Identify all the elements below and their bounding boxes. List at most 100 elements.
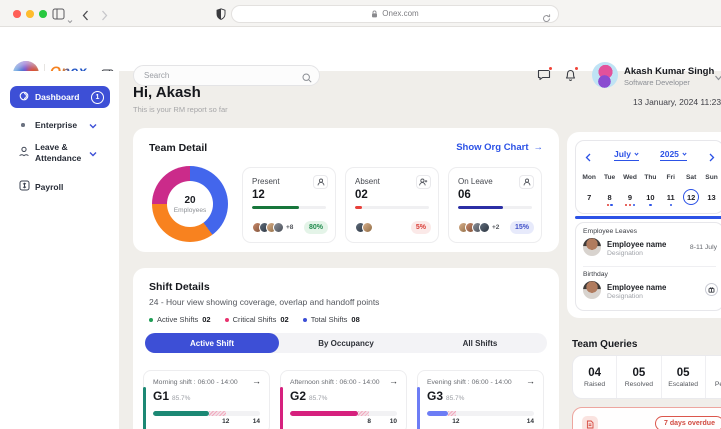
day-header: Fri: [666, 174, 675, 181]
forward-button[interactable]: [101, 8, 108, 26]
celebrate-button[interactable]: [705, 283, 718, 296]
shift-card-g3: Evening shift : 06:00 - 14:00 → G3 85.7% …: [416, 370, 544, 429]
sidebar-item-leave-attendance[interactable]: Leave & Attendance: [0, 141, 120, 165]
progress-hatch: [448, 411, 456, 416]
group-label: G1: [153, 389, 170, 403]
stat-value: 05: [632, 366, 646, 379]
date-cell[interactable]: 8: [599, 188, 619, 212]
person-plus-icon[interactable]: [416, 175, 431, 189]
arrow-right-icon[interactable]: →: [389, 376, 398, 386]
accent-divider: [575, 216, 721, 219]
employee-count: 20: [184, 194, 196, 206]
leaves-title: Employee Leaves: [583, 228, 638, 235]
sidebar-item-enterprise[interactable]: Enterprise: [0, 118, 120, 132]
overdue-alert-card: 7 days overdue: [572, 407, 721, 429]
progress-track: [355, 206, 429, 209]
donut-center: 20 Employees: [167, 181, 213, 227]
calendar-prev-button[interactable]: [585, 149, 591, 167]
percent-badge: 80%: [303, 221, 328, 234]
sidebar-item-label: Payroll: [35, 181, 64, 192]
chevron-down-icon[interactable]: [67, 11, 73, 29]
section-subtitle: 24 - Hour view showing coverage, overlap…: [149, 297, 380, 307]
tick-label: 14: [252, 418, 260, 425]
date-cell-selected[interactable]: 12: [681, 188, 701, 212]
refresh-icon[interactable]: [542, 10, 551, 28]
notifications-button[interactable]: [564, 66, 579, 87]
tick-label: 12: [452, 418, 460, 425]
arrow-right-icon[interactable]: →: [526, 376, 535, 386]
day-header: Mon: [582, 174, 596, 181]
date-cell[interactable]: 9: [620, 188, 640, 212]
year-label: 2025: [660, 149, 679, 159]
arrow-right-icon[interactable]: →: [252, 376, 261, 386]
legend-dot: [224, 317, 229, 322]
datetime: 13 January, 2024 11:23: [633, 97, 721, 107]
group-label: G2: [290, 389, 307, 403]
minimize-window-button[interactable]: [26, 10, 34, 18]
tab-active-shift[interactable]: Active Shift: [145, 333, 279, 353]
show-org-chart-link[interactable]: Show Org Chart →: [456, 142, 543, 153]
app-header: Onex SOFTWARE Akash Kumar Singh Software…: [0, 27, 721, 88]
date-number: 11: [666, 193, 675, 202]
shift-ticks: 8 10: [290, 418, 397, 427]
tick-label: 10: [389, 418, 397, 425]
divider: [583, 266, 716, 267]
date-cell[interactable]: 10: [640, 188, 660, 212]
date-cell[interactable]: 11: [661, 188, 681, 212]
stat-title: Absent: [355, 177, 380, 186]
stat-footer: +2 15%: [458, 221, 534, 234]
tick-label: 8: [367, 418, 371, 425]
group-percent: 85.7%: [172, 395, 191, 402]
back-button[interactable]: [82, 8, 89, 26]
shift-name: Evening shift : 06:00 - 14:00: [427, 379, 512, 386]
progress-fill: [355, 206, 362, 209]
more-count: +8: [286, 224, 294, 231]
close-window-button[interactable]: [13, 10, 21, 18]
date-cell[interactable]: 13: [701, 188, 721, 212]
search-input[interactable]: [133, 65, 320, 86]
group-percent: 85.7%: [446, 395, 465, 402]
tab-all-shifts[interactable]: All Shifts: [462, 338, 498, 348]
enterprise-icon: [21, 123, 25, 127]
shift-tabs: Active Shift By Occupancy All Shifts: [145, 333, 547, 353]
maximize-window-button[interactable]: [39, 10, 47, 18]
progress-track: [252, 206, 326, 209]
sidebar-toggle-icon[interactable]: [52, 7, 65, 25]
more-count: +2: [492, 224, 500, 231]
privacy-shield-icon[interactable]: [216, 7, 226, 25]
stat-label: Escalated: [668, 380, 699, 388]
stat-footer: +8 80%: [252, 221, 328, 234]
month-dropdown[interactable]: July: [614, 149, 640, 161]
people-panel: Employee Leaves Employee name Designatio…: [575, 222, 721, 311]
employee-name[interactable]: Employee name: [607, 283, 667, 292]
stat-value: 12: [252, 189, 265, 201]
person-icon[interactable]: [313, 175, 328, 189]
group-percent: 85.7%: [309, 395, 328, 402]
legend-label: Active Shifts: [157, 315, 199, 324]
person-clock-icon[interactable]: [519, 175, 534, 189]
shift-progress: [153, 411, 260, 416]
address-bar[interactable]: Onex.com: [231, 4, 559, 23]
legend-item: Critical Shifts 02: [224, 315, 289, 324]
stat-value: 06: [458, 189, 471, 201]
overdue-badge[interactable]: 7 days overdue: [655, 416, 721, 429]
sidebar-item-dashboard[interactable]: Dashboard 1: [10, 86, 110, 108]
progress-fill: [252, 206, 299, 209]
avatar-stack: [355, 222, 373, 233]
legend-label: Total Shifts: [310, 315, 348, 324]
employee-avatar: [583, 281, 601, 299]
user-avatar[interactable]: [592, 62, 618, 88]
chevron-down-icon: [634, 152, 639, 156]
year-dropdown[interactable]: 2025: [660, 149, 687, 161]
present-card: Present 12 +8 80%: [242, 167, 336, 243]
tab-by-occupancy[interactable]: By Occupancy: [318, 338, 374, 348]
employee-name[interactable]: Employee name: [607, 240, 667, 249]
progress-hatch: [208, 411, 226, 416]
calendar-next-button[interactable]: [709, 149, 715, 167]
stat-value: 02: [355, 189, 368, 201]
leave-range: 8-11 July: [689, 244, 717, 251]
profile-chevron-icon[interactable]: [714, 69, 721, 87]
messages-button[interactable]: [537, 66, 553, 86]
sidebar-item-payroll[interactable]: Payroll: [0, 180, 120, 194]
date-cell[interactable]: 7: [579, 188, 599, 212]
